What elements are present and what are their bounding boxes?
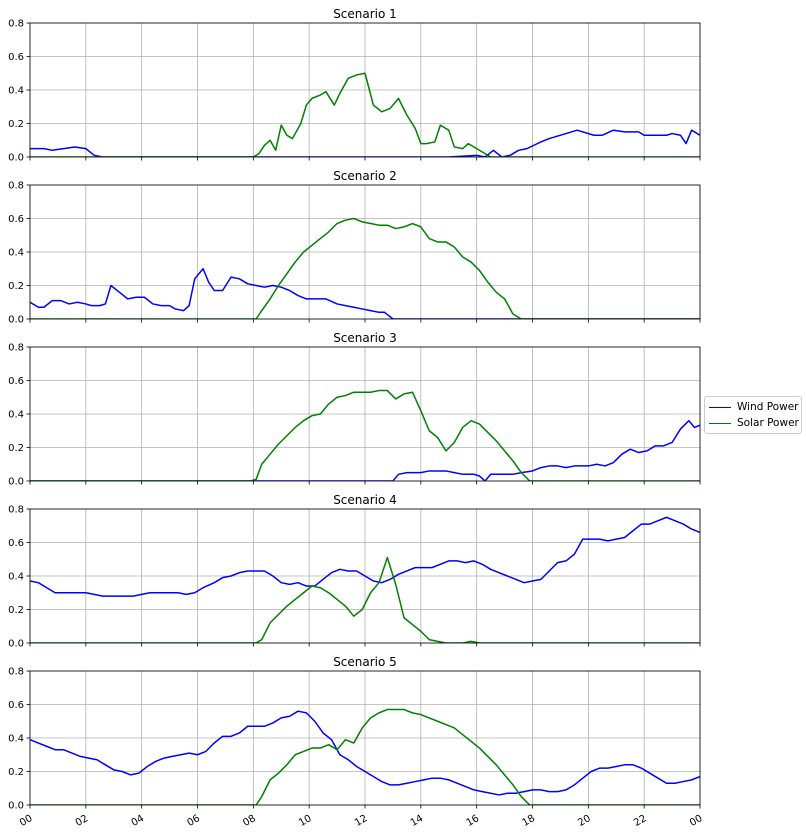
x-tick-label: 14 xyxy=(409,813,426,829)
y-tick-label: 0.8 xyxy=(8,505,24,516)
panel-2: 0.0 0.2 0.4 0.6 0.8 Scenario 2 xyxy=(8,169,701,326)
series-line-wind-power xyxy=(30,268,700,319)
panel-4: 0.0 0.2 0.4 0.6 0.8 Scenario 4 xyxy=(8,493,701,650)
x-tick-label: 04 xyxy=(130,813,147,829)
series-line-solar-power xyxy=(30,389,700,481)
y-tick-label: 0.0 xyxy=(8,153,24,164)
x-tick-label: 00 xyxy=(688,813,705,829)
x-tick-label: 06 xyxy=(185,813,202,829)
legend-swatch-wind xyxy=(709,406,731,408)
y-tick-label: 0.0 xyxy=(8,315,24,326)
y-tick-label: 0.6 xyxy=(8,538,24,549)
y-tick-label: 0.4 xyxy=(8,734,24,745)
x-tick-label: 22 xyxy=(632,813,649,829)
y-tick-label: 0.0 xyxy=(8,477,24,488)
y-tick-label: 0.2 xyxy=(8,443,24,454)
y-tick-label: 0.2 xyxy=(8,767,24,778)
y-tick-label: 0.2 xyxy=(8,119,24,130)
series-line-wind-power xyxy=(30,129,700,157)
x-tick-label: 16 xyxy=(465,813,482,829)
panel-5: 0.0 0.2 0.4 0.6 0.8 00 02 04 06 08 10 12 14 16 18 20 22 0… xyxy=(8,655,705,829)
series-line-solar-power xyxy=(30,217,700,319)
legend-item-solar: Solar Power xyxy=(709,416,799,430)
legend-label-wind: Wind Power xyxy=(737,401,799,413)
series-line-wind-power xyxy=(30,419,700,481)
x-tick-label: 20 xyxy=(576,813,593,829)
y-tick-label: 0.4 xyxy=(8,248,24,259)
panel-3: 0.0 0.2 0.4 0.6 0.8 Scenario 3 xyxy=(8,331,701,488)
series-line-solar-power xyxy=(30,556,700,643)
y-tick-label: 0.8 xyxy=(8,19,24,30)
legend: Wind Power Solar Power xyxy=(704,396,802,434)
panel-1: 0.0 0.2 0.4 0.6 0.8 Scenario 1 xyxy=(8,7,701,164)
y-tick-label: 0.2 xyxy=(8,281,24,292)
panel-title: Scenario 2 xyxy=(333,169,397,183)
panel-title: Scenario 3 xyxy=(333,331,397,345)
y-tick-label: 0.8 xyxy=(8,343,24,354)
y-tick-label: 0.0 xyxy=(8,801,24,812)
legend-swatch-solar xyxy=(709,422,731,424)
y-tick-label: 0.8 xyxy=(8,181,24,192)
x-tick-label: 00 xyxy=(18,813,35,829)
x-tick-label: 10 xyxy=(297,813,314,829)
y-tick-label: 0.2 xyxy=(8,605,24,616)
x-tick-label: 02 xyxy=(74,813,91,829)
panel-title: Scenario 1 xyxy=(333,7,397,21)
panel-title: Scenario 5 xyxy=(333,655,397,669)
series-line-wind-power xyxy=(30,710,700,796)
series-line-wind-power xyxy=(30,516,700,597)
series-line-solar-power xyxy=(30,708,700,805)
y-tick-label: 0.4 xyxy=(8,572,24,583)
x-tick-label: 12 xyxy=(353,813,370,829)
y-tick-label: 0.8 xyxy=(8,667,24,678)
series-line-solar-power xyxy=(30,72,700,157)
x-tick-label: 18 xyxy=(520,813,537,829)
y-tick-label: 0.6 xyxy=(8,214,24,225)
y-tick-label: 0.0 xyxy=(8,639,24,650)
y-tick-label: 0.6 xyxy=(8,52,24,63)
legend-label-solar: Solar Power xyxy=(737,417,799,429)
x-tick-label: 08 xyxy=(241,813,258,829)
y-tick-label: 0.4 xyxy=(8,410,24,421)
y-tick-label: 0.6 xyxy=(8,376,24,387)
y-tick-label: 0.4 xyxy=(8,86,24,97)
y-tick-label: 0.6 xyxy=(8,700,24,711)
legend-item-wind: Wind Power xyxy=(709,400,798,414)
panel-title: Scenario 4 xyxy=(333,493,397,507)
